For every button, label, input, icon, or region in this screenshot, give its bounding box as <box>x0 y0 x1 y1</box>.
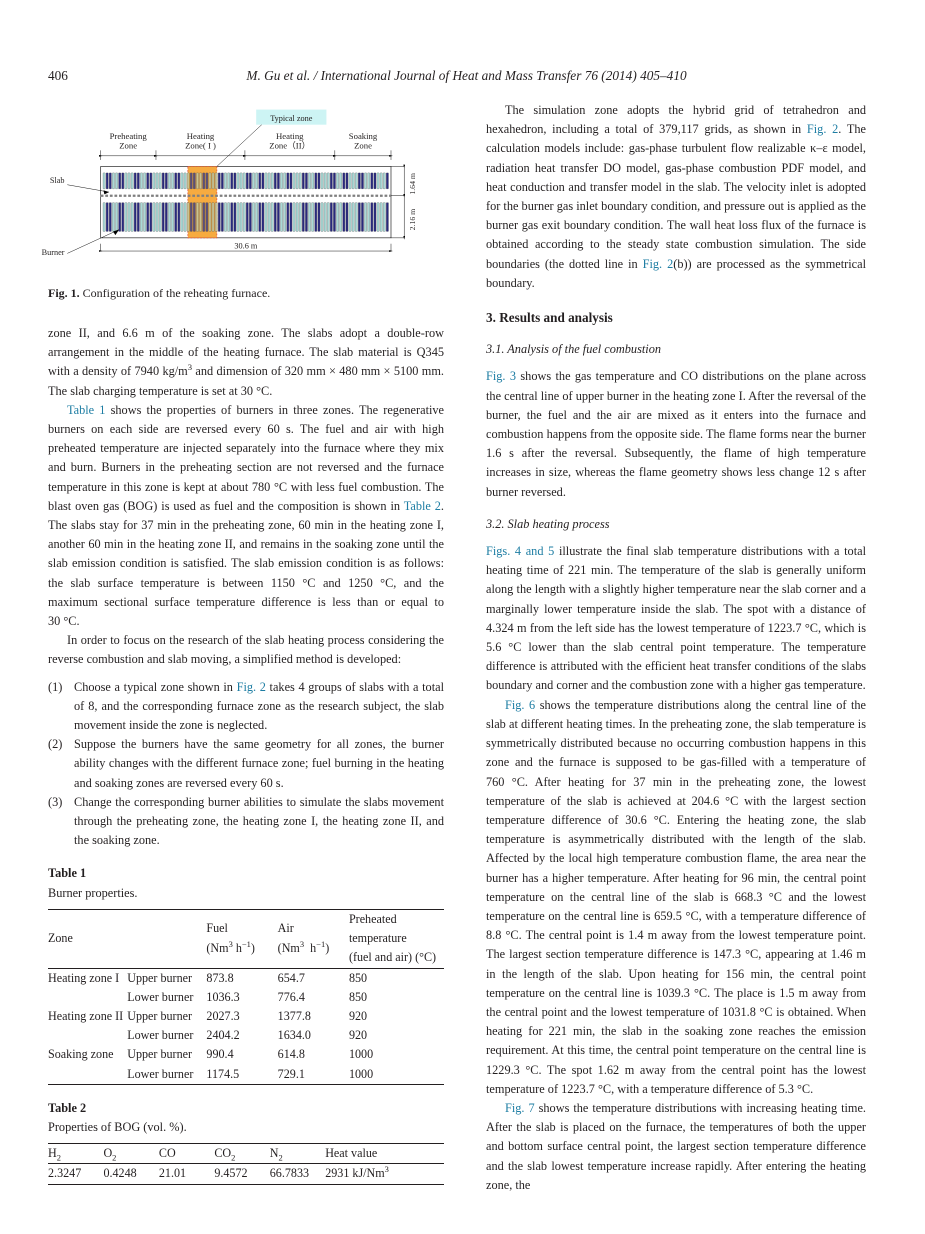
svg-text:Heating: Heating <box>187 131 215 141</box>
svg-text:Burner: Burner <box>42 248 65 257</box>
svg-text:Heating: Heating <box>276 131 304 141</box>
svg-text:Slab: Slab <box>50 176 65 185</box>
svg-text:Zone: Zone <box>119 140 137 150</box>
svg-text:2.16 m: 2.16 m <box>408 209 417 231</box>
svg-text:Zone: Zone <box>354 140 372 150</box>
svg-text:Zone( I ): Zone( I ) <box>185 140 216 150</box>
svg-text:Typical zone: Typical zone <box>270 114 313 123</box>
svg-text:Soaking: Soaking <box>349 131 378 141</box>
svg-text:1.64 m: 1.64 m <box>408 173 417 195</box>
svg-text:Preheating: Preheating <box>110 131 148 141</box>
svg-text:Zone（II）: Zone（II） <box>269 140 310 150</box>
svg-text:30.6 m: 30.6 m <box>234 241 257 250</box>
